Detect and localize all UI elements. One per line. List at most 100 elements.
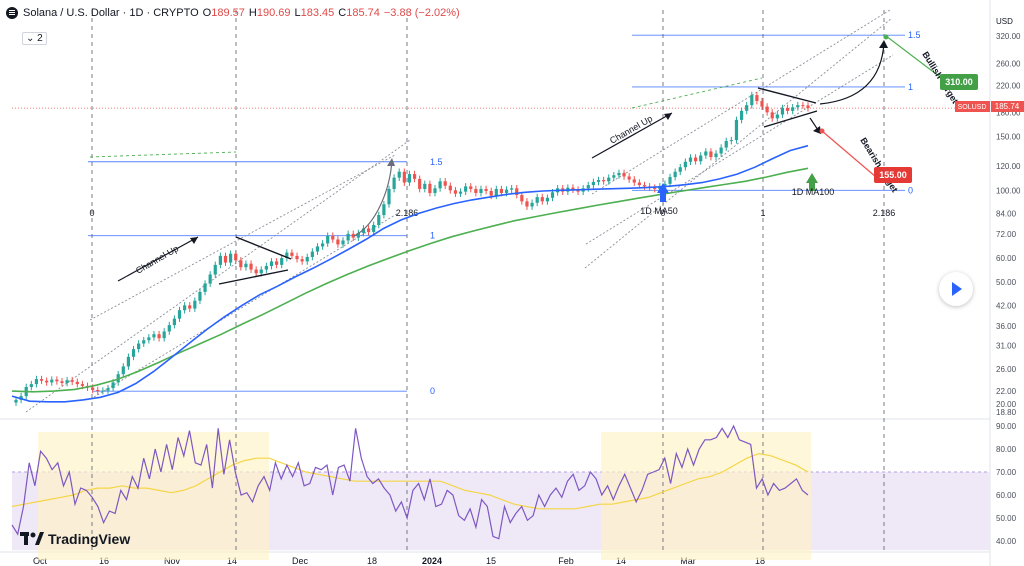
candle-body: [750, 95, 754, 106]
candle-body: [433, 188, 437, 193]
candle-body: [387, 188, 391, 205]
candle-body: [632, 179, 636, 183]
channel-line: [93, 211, 401, 398]
candle-body: [167, 325, 171, 332]
candle-body: [264, 266, 268, 270]
candle-body: [29, 384, 33, 387]
price-tick-label: 84.00: [996, 209, 1017, 218]
candle-body: [494, 188, 498, 196]
candle-body: [234, 253, 238, 261]
candle-body: [50, 379, 54, 383]
arrow-head: [190, 237, 198, 244]
rsi-tick-label: 80.00: [996, 445, 1017, 454]
candle-body: [397, 171, 401, 178]
candle-body: [663, 183, 667, 187]
fib-level-label: 1.5: [908, 30, 921, 40]
channel-line: [584, 17, 893, 269]
candle-body: [39, 379, 44, 381]
candle-body: [96, 389, 100, 392]
channel-line: [585, 54, 894, 245]
play-button[interactable]: [939, 272, 973, 306]
fib-zero-label: 0: [89, 208, 94, 218]
candle-body: [438, 181, 442, 189]
candle-body: [729, 140, 733, 142]
candle-body: [515, 188, 519, 196]
candle-body: [356, 232, 360, 238]
indicators-toggle[interactable]: ⌄ 2: [22, 32, 47, 45]
candle-body: [658, 186, 662, 189]
candle-body: [14, 399, 18, 403]
candle-body: [91, 387, 95, 390]
candle-body: [172, 318, 176, 326]
candle-body: [448, 185, 452, 191]
price-tick-label: 120.00: [996, 162, 1021, 171]
ma50-arrow-icon: [657, 183, 669, 202]
projection-curve: [819, 41, 885, 105]
price-tick-label: 72.00: [996, 230, 1017, 239]
fib-level-label: 0: [430, 386, 435, 396]
target-dot: [819, 128, 825, 134]
candle-body: [392, 177, 396, 189]
candle-body: [499, 188, 504, 193]
fib-zero-label: 0: [660, 208, 665, 218]
candle-body: [229, 253, 233, 263]
channel-line: [25, 139, 411, 413]
candle-body: [510, 188, 514, 190]
candle-body: [346, 233, 350, 241]
fib-level-label: 1: [430, 231, 435, 241]
candle-body: [382, 204, 386, 216]
candle-body: [418, 178, 422, 189]
fib-ext-label: 2.186: [873, 208, 896, 218]
last-price-value: 185.74: [995, 102, 1020, 111]
candle-body: [126, 356, 131, 367]
triangle-bottom: [218, 269, 289, 285]
candle-body: [412, 174, 417, 179]
time-tick-label: Nov: [164, 556, 181, 566]
candle-body: [70, 380, 74, 382]
candle-body: [259, 269, 263, 274]
candle-body: [106, 388, 110, 391]
candle-body: [269, 261, 274, 267]
candle-body: [65, 380, 69, 383]
tradingview-logo[interactable]: TradingView: [20, 531, 130, 547]
low-label: L: [294, 7, 301, 19]
candle-body: [280, 258, 284, 265]
candle-body: [239, 260, 243, 268]
candle-body: [586, 185, 590, 189]
solana-logo-icon: [6, 7, 18, 19]
candle-body: [361, 228, 366, 233]
candle-body: [683, 161, 687, 168]
candle-body: [745, 105, 749, 111]
fib-level-label: 1.5: [430, 157, 443, 167]
candle-body: [755, 95, 759, 102]
rsi-tick-label: 70.00: [996, 468, 1017, 477]
candle-body: [637, 182, 641, 186]
price-tick-label: 180.00: [996, 108, 1021, 117]
price-tick-label: 36.00: [996, 322, 1017, 331]
symbol-title[interactable]: Solana / U.S. Dollar · 1D · CRYPTO: [23, 7, 199, 19]
candle-body: [673, 171, 677, 178]
candle-body: [336, 239, 340, 245]
candle-body: [688, 157, 693, 162]
candle-body: [372, 224, 376, 233]
ma100-arrow-icon: [806, 173, 818, 191]
candle-body: [402, 171, 406, 183]
candle-body: [147, 337, 151, 341]
candle-body: [331, 235, 335, 240]
candle-body: [474, 188, 478, 193]
candle-body: [111, 382, 115, 389]
candle-body: [770, 112, 774, 119]
candle-body: [254, 269, 258, 274]
candle-body: [484, 188, 488, 191]
rsi-tick-label: 60.00: [996, 491, 1017, 500]
price-tick-label: 260.00: [996, 60, 1021, 69]
tradingview-icon: [20, 532, 44, 545]
candle-body: [765, 106, 769, 113]
channel-line: [89, 154, 396, 321]
rsi-tick-label: 90.00: [996, 422, 1017, 431]
candle-body: [295, 255, 299, 260]
candle-body: [530, 202, 534, 207]
candle-body: [699, 155, 703, 162]
candle-body: [34, 379, 39, 385]
